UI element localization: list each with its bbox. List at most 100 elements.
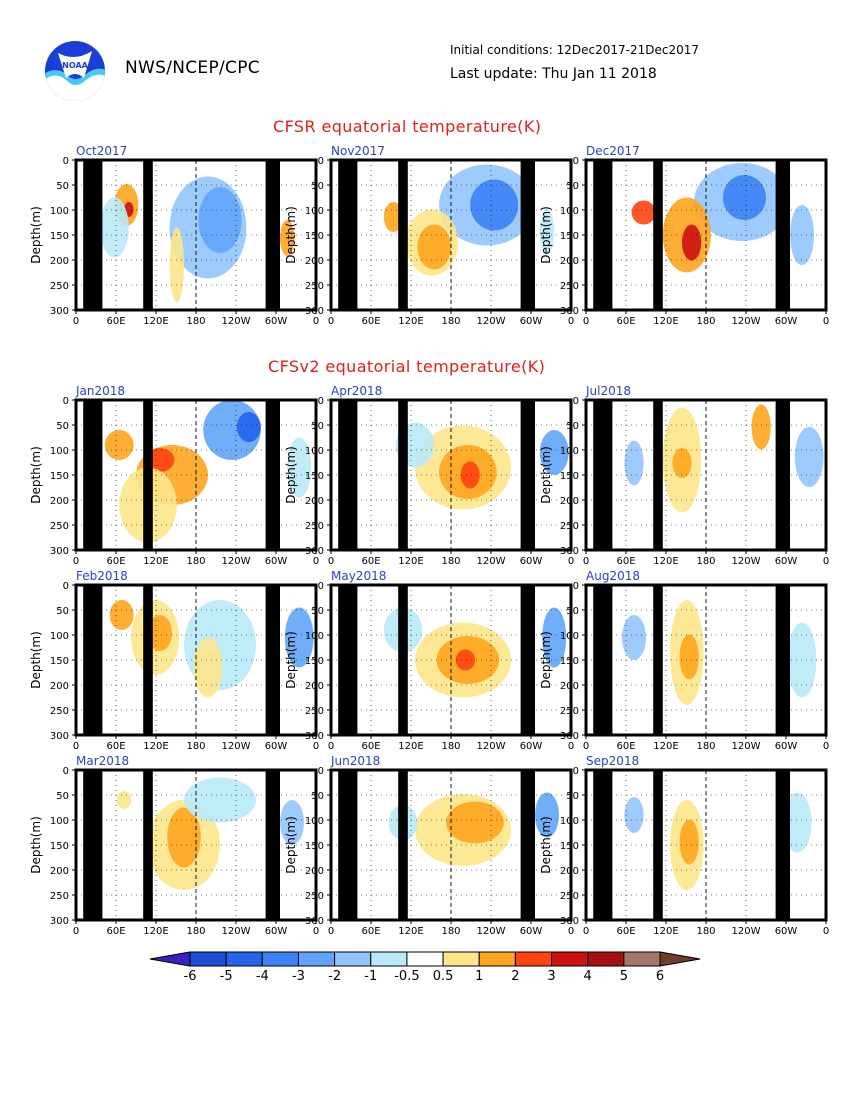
anomaly-shading [116,791,132,809]
x-tick-label: 0 [313,556,319,567]
y-tick-label: 300 [50,916,69,927]
colorbar-swatch [623,951,661,967]
y-tick-label: 300 [305,306,324,317]
x-tick-label: 120E [143,316,168,327]
y-tick-label: 100 [305,446,324,457]
colorbar-group: -6 -5 -4 -3 -2 -1 -0.5 0.5 1 2 3 4 5 6 [149,951,701,984]
y-tick-label: 250 [560,891,579,902]
y-tick-label: 0 [318,396,324,407]
y-tick-label: 50 [566,181,579,192]
x-tick-label: 120W [477,926,506,937]
x-tick-label: 0 [73,316,79,327]
panel-Jan2018: Jan2018 0 50 100 150 200 250 300 0 60E 120E 180 120W… [29,384,319,567]
panel-title: Feb2018 [76,569,128,583]
land-mask [143,160,153,310]
x-tick-label: 60E [616,316,635,327]
y-tick-label: 250 [305,706,324,717]
panel-title: Apr2018 [331,384,382,398]
land-mask [775,585,790,735]
colorbar-label: 6 [656,969,664,984]
x-tick-label: 120E [653,926,678,937]
anomaly-shading [446,801,504,844]
anomaly-shading [679,819,699,865]
y-tick-label: 250 [560,706,579,717]
x-tick-label: 60E [361,926,380,937]
y-tick-label: 100 [305,631,324,642]
land-mask [398,585,408,735]
anomaly-shading [470,179,519,231]
y-tick-label: 200 [305,866,324,877]
anomaly-shading [722,175,767,220]
anomaly-shading [679,634,699,680]
x-tick-label: 180 [186,556,205,567]
y-tick-label: 50 [56,606,69,617]
x-tick-label: 120W [222,926,251,937]
x-tick-label: 120W [732,926,761,937]
land-mask [265,160,280,310]
colorbar-swatch [478,951,516,967]
y-tick-label: 150 [50,841,69,852]
colorbar-label: 5 [620,969,628,984]
panel-Mar2018: Mar2018 0 50 100 150 200 250 300 0 60E 120E 180 120W… [29,754,319,937]
colorbar-swatch [334,951,372,967]
anomaly-shading [280,220,295,256]
x-tick-label: 120W [477,741,506,752]
x-tick-label: 60E [616,556,635,567]
x-tick-label: 60W [265,556,288,567]
x-tick-label: 60E [361,316,380,327]
x-tick-label: 120W [222,316,251,327]
anomaly-shading [539,430,569,475]
land-mask [653,770,663,920]
y-tick-label: 50 [566,421,579,432]
x-tick-label: 0 [568,556,574,567]
colorbar-label: -2 [328,969,341,984]
y-tick-label: 50 [566,791,579,802]
anomaly-shading [455,649,475,671]
anomaly-shading [284,607,314,668]
x-tick-label: 120W [477,316,506,327]
y-tick-label: 200 [50,256,69,267]
anomaly-shading [624,440,644,486]
colorbar-label: -4 [256,969,269,984]
anomaly-shading [104,430,134,460]
anomaly-shading [280,800,304,845]
y-tick-label: 200 [305,496,324,507]
anomaly-shading [542,607,567,668]
x-tick-label: 60E [106,556,125,567]
x-tick-label: 120E [398,926,423,937]
anomaly-shading [167,807,201,868]
panel-Oct2017: Oct2017 0 50 100 150 200 250 300 0 60E 120E 180 120W… [29,144,319,327]
panel-title: Jan2018 [75,384,125,398]
panel-title: Jul2018 [585,384,631,398]
x-tick-label: 180 [696,926,715,937]
land-mask [143,585,153,735]
logo-text: NOAA [62,61,88,70]
y-tick-label: 250 [50,521,69,532]
y-tick-label: 200 [305,256,324,267]
y-tick-label: 300 [560,306,579,317]
x-tick-label: 60W [520,926,543,937]
x-tick-label: 0 [328,741,334,752]
anomaly-shading [624,797,644,833]
x-tick-label: 120E [398,556,423,567]
x-tick-label: 60E [616,926,635,937]
x-tick-label: 120W [732,741,761,752]
anomaly-shading [198,187,242,253]
x-tick-label: 0 [328,556,334,567]
x-tick-label: 180 [441,741,460,752]
y-axis-label: Depth(m) [284,816,298,874]
x-tick-label: 60E [106,316,125,327]
anomaly-shading [682,224,702,261]
colorbar-label: 2 [511,969,519,984]
x-tick-label: 0 [313,741,319,752]
y-tick-label: 150 [560,231,579,242]
anomaly-shading [236,412,261,442]
x-tick-label: 180 [441,316,460,327]
x-tick-label: 0 [328,926,334,937]
anomaly-shading [148,615,172,651]
panel-title: Mar2018 [76,754,129,768]
colorbar-swatch [261,951,299,967]
y-tick-label: 150 [560,656,579,667]
